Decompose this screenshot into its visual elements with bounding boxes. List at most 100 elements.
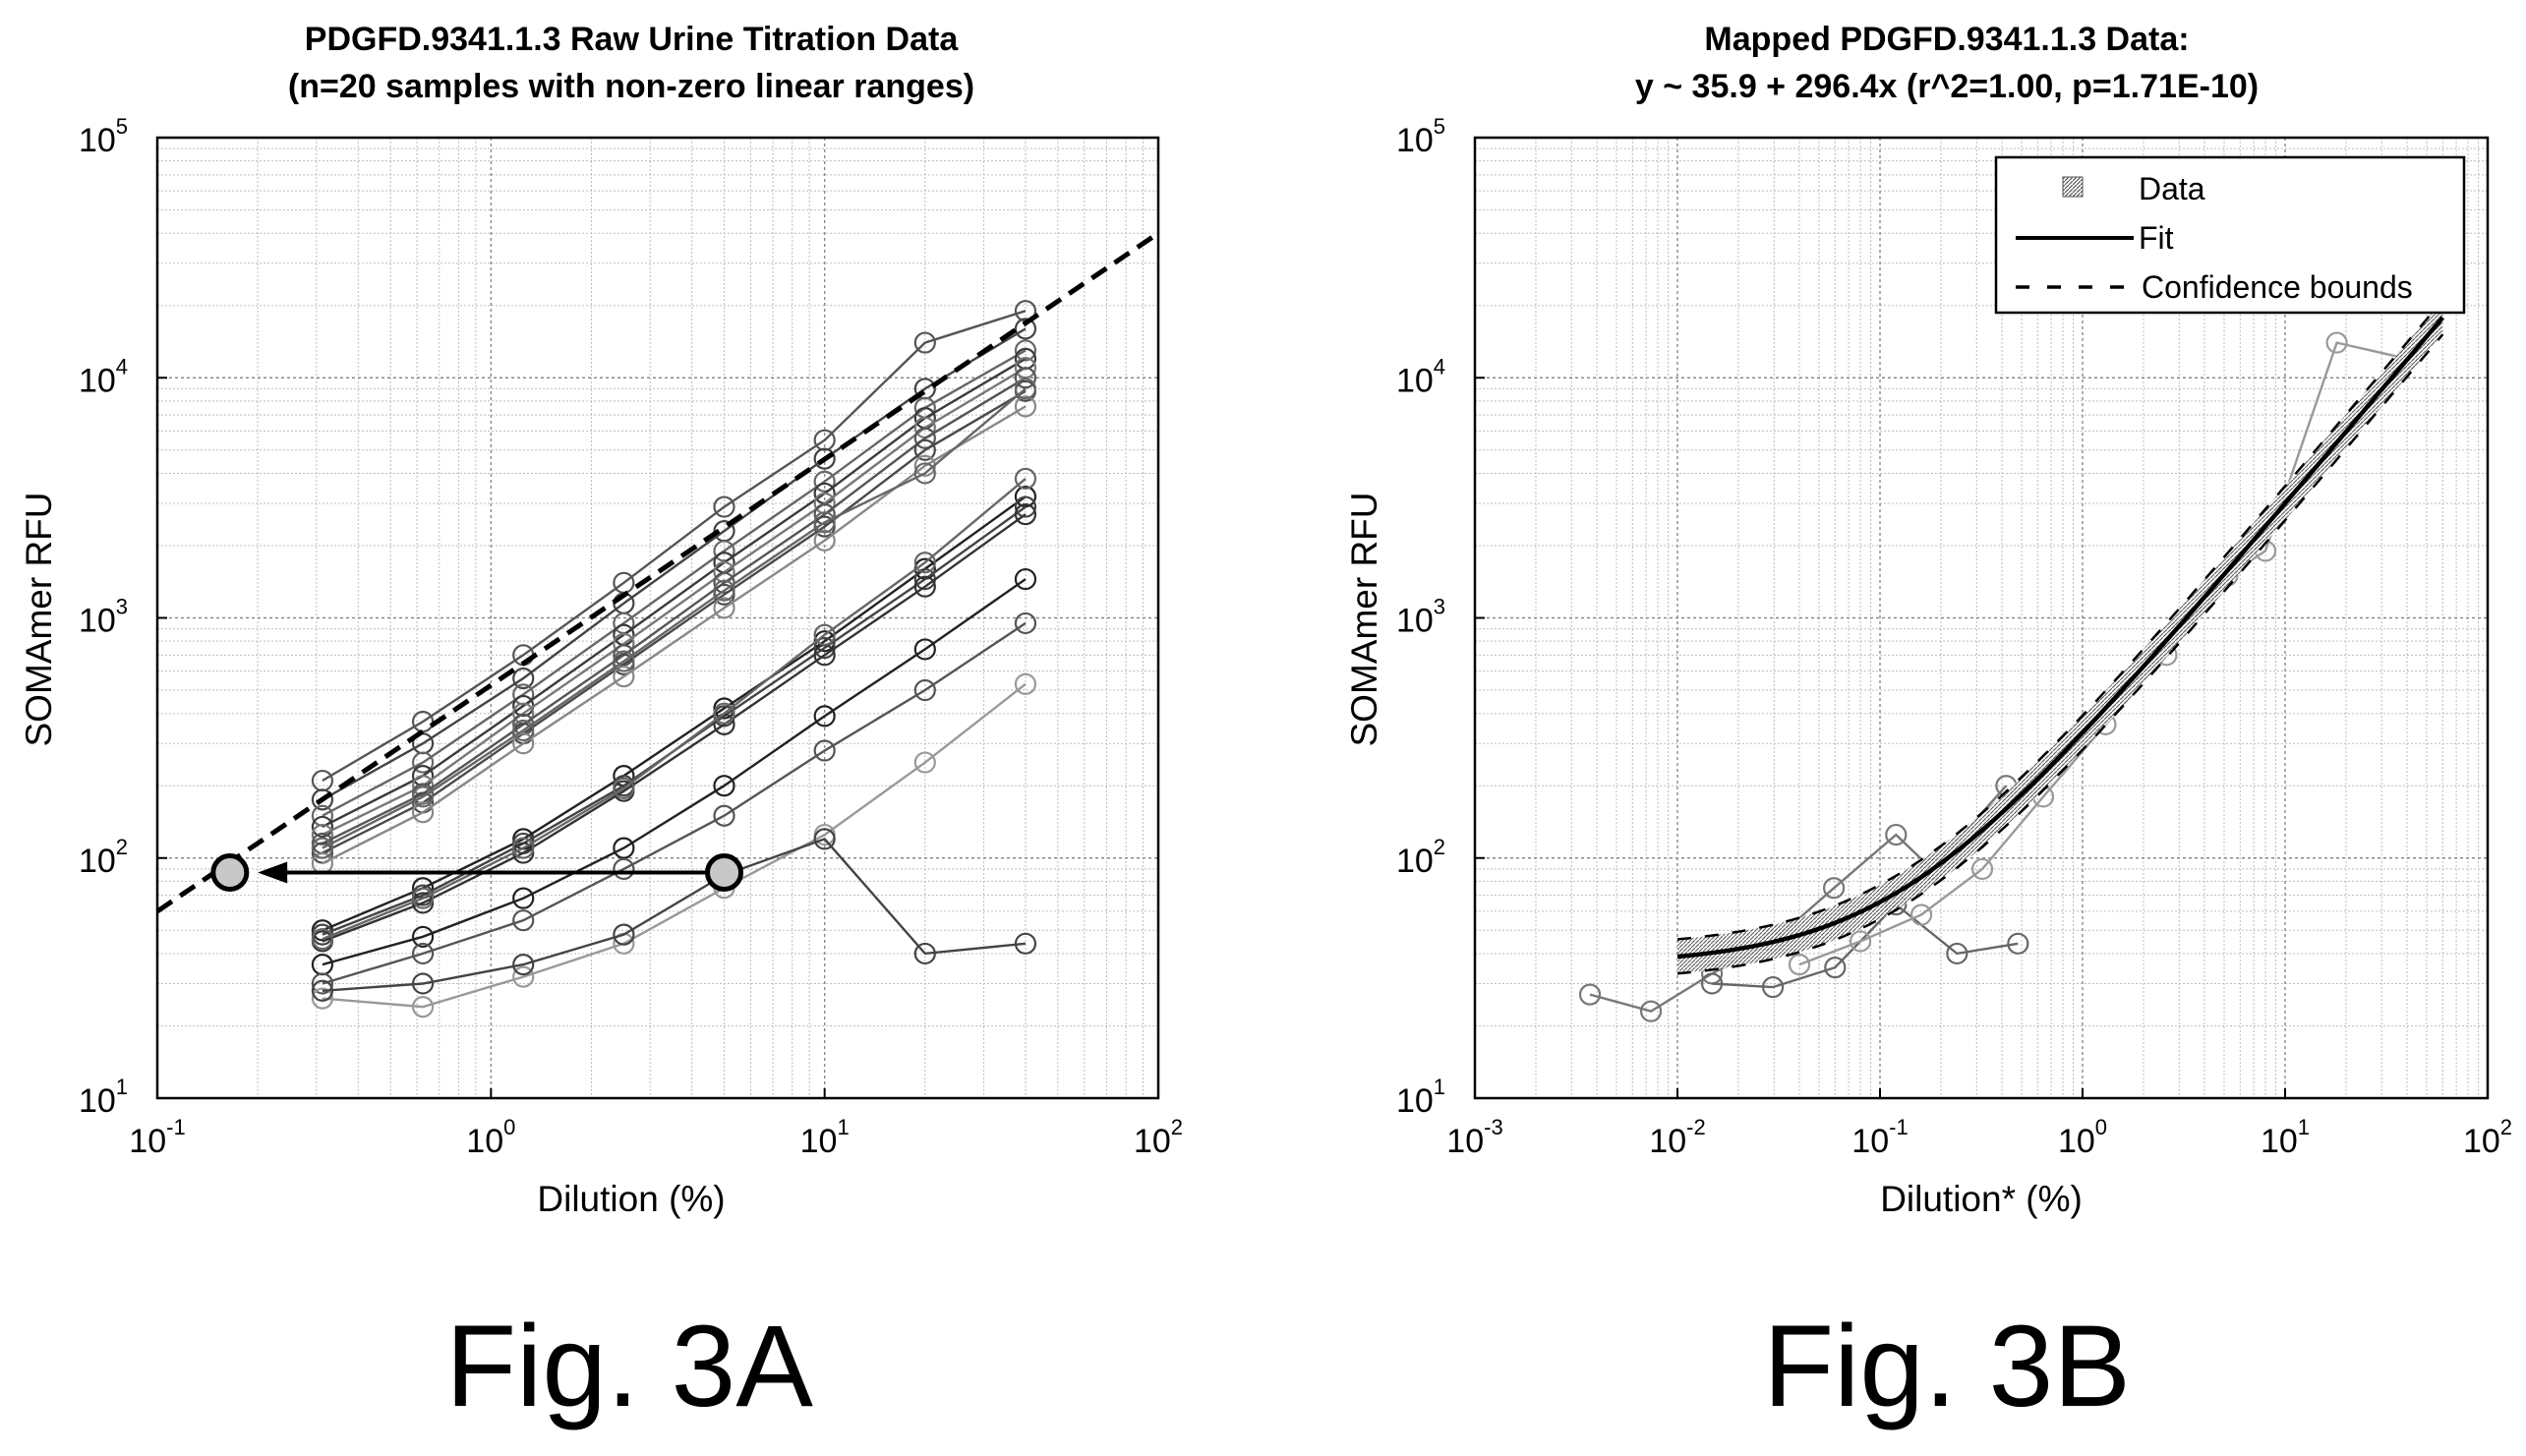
chart-3b-subtitle: y ~ 35.9 + 296.4x (r^2=1.00, p=1.71E-10) [1635, 68, 2259, 105]
x-tick-label: 101 [800, 1115, 850, 1160]
data-point [411, 751, 435, 774]
chart-3a-grid [156, 137, 1159, 1099]
x-tick-label: 10-3 [1446, 1115, 1502, 1160]
y-tick-label: 103 [1396, 595, 1445, 640]
confidence-bound-lower [1676, 333, 2444, 975]
data-point [1014, 367, 1037, 389]
x-tick-label: 10-2 [1649, 1115, 1705, 1160]
data-point [311, 987, 334, 1010]
data-point [813, 739, 836, 762]
data-point [411, 996, 435, 1019]
data-point [1970, 857, 1994, 881]
legend-data-swatch [2062, 176, 2084, 198]
data-point [411, 942, 435, 965]
data-point [2007, 932, 2029, 955]
series-line [322, 349, 1027, 817]
data-point [1014, 486, 1037, 508]
x-tick-label: 10-1 [1851, 1115, 1908, 1160]
data-point [1824, 957, 1847, 979]
reference-fit-line [155, 231, 1160, 914]
data-point [813, 529, 836, 552]
data-point [613, 777, 635, 800]
data-point [913, 575, 936, 598]
chart-3b-fit-group [1676, 299, 2445, 975]
data-point [1946, 942, 1968, 965]
chart-3b: Mapped PDGFD.9341.1.3 Data: y ~ 35.9 + 2… [1344, 21, 2512, 1431]
data-point [411, 710, 435, 733]
legend-item-data: Data [2139, 171, 2205, 206]
data-point [1014, 318, 1037, 340]
data-point [713, 702, 735, 725]
data-point [1014, 357, 1037, 379]
data-point [1700, 972, 1724, 995]
series-15 [311, 672, 1037, 1019]
fit-data-band [1677, 300, 2443, 974]
data-point [913, 331, 936, 354]
data-point [1885, 823, 1908, 846]
data-point [1788, 954, 1811, 976]
y-tick-label: 101 [1396, 1075, 1445, 1120]
chart-3b-series-group [1578, 331, 2419, 1022]
data-point [512, 719, 535, 742]
chart-3a-x-axis-label: Dilution (%) [537, 1179, 725, 1219]
y-tick-label: 103 [79, 595, 128, 640]
chart-3a-series-group [311, 300, 1037, 1019]
legend-item-fit: Fit [2139, 220, 2174, 256]
data-point [1014, 339, 1037, 362]
series-line [322, 513, 1027, 943]
data-point [311, 979, 334, 1002]
data-point [311, 972, 334, 995]
y-tick-label: 102 [1396, 835, 1445, 880]
chart-3b-x-axis-label: Dilution* (%) [1880, 1179, 2083, 1219]
chart-3b-y-ticks: 101 102 103 104 105 [1396, 114, 1485, 1120]
series-line [322, 837, 1027, 992]
arrow-head [258, 861, 288, 884]
data-point [1014, 495, 1037, 518]
data-point [512, 887, 535, 909]
data-point [813, 705, 836, 728]
y-tick-label: 101 [79, 1075, 128, 1120]
data-point [1014, 932, 1037, 955]
series-12 [311, 467, 1037, 951]
data-point [813, 511, 836, 534]
chart-3b-legend: Data Fit Confidence bounds [1994, 155, 2466, 315]
x-tick-label: 102 [2463, 1115, 2512, 1160]
series-line [1798, 341, 2408, 966]
series-line [322, 377, 1027, 844]
data-point [713, 775, 735, 797]
data-point [512, 732, 535, 755]
y-tick-label: 104 [79, 354, 128, 399]
series-6 [311, 379, 1037, 864]
series-14 [311, 612, 1037, 995]
data-point [1578, 983, 1602, 1006]
data-point [913, 751, 936, 774]
data-point [512, 909, 535, 932]
data-point [613, 857, 635, 881]
chart-3a-subtitle: (n=20 samples with non-zero linear range… [288, 68, 974, 105]
legend-item-confidence-bounds: Confidence bounds [2142, 269, 2413, 305]
data-point [311, 837, 334, 859]
data-point [1909, 903, 1933, 926]
fit-line [1676, 316, 2445, 960]
data-point [1014, 612, 1037, 635]
data-point [1014, 672, 1037, 695]
data-point [713, 540, 735, 562]
chart-3b-figure-label: Fig. 3B [1763, 1302, 2131, 1431]
highlight-point [705, 853, 744, 893]
data-point [1014, 503, 1037, 526]
data-point [411, 887, 435, 909]
series-2 [311, 339, 1037, 827]
series-line [322, 357, 1027, 828]
y-tick-label: 105 [1396, 114, 1445, 159]
data-point [913, 427, 936, 449]
series-line [322, 387, 1027, 849]
data-point [311, 788, 334, 811]
confidence-bound-upper [1676, 299, 2444, 941]
data-point [613, 650, 635, 672]
data-point [1849, 930, 1872, 953]
series-1 [1700, 893, 2029, 999]
data-point [1639, 1000, 1663, 1022]
data-point [713, 804, 735, 827]
series-7 [311, 395, 1037, 875]
